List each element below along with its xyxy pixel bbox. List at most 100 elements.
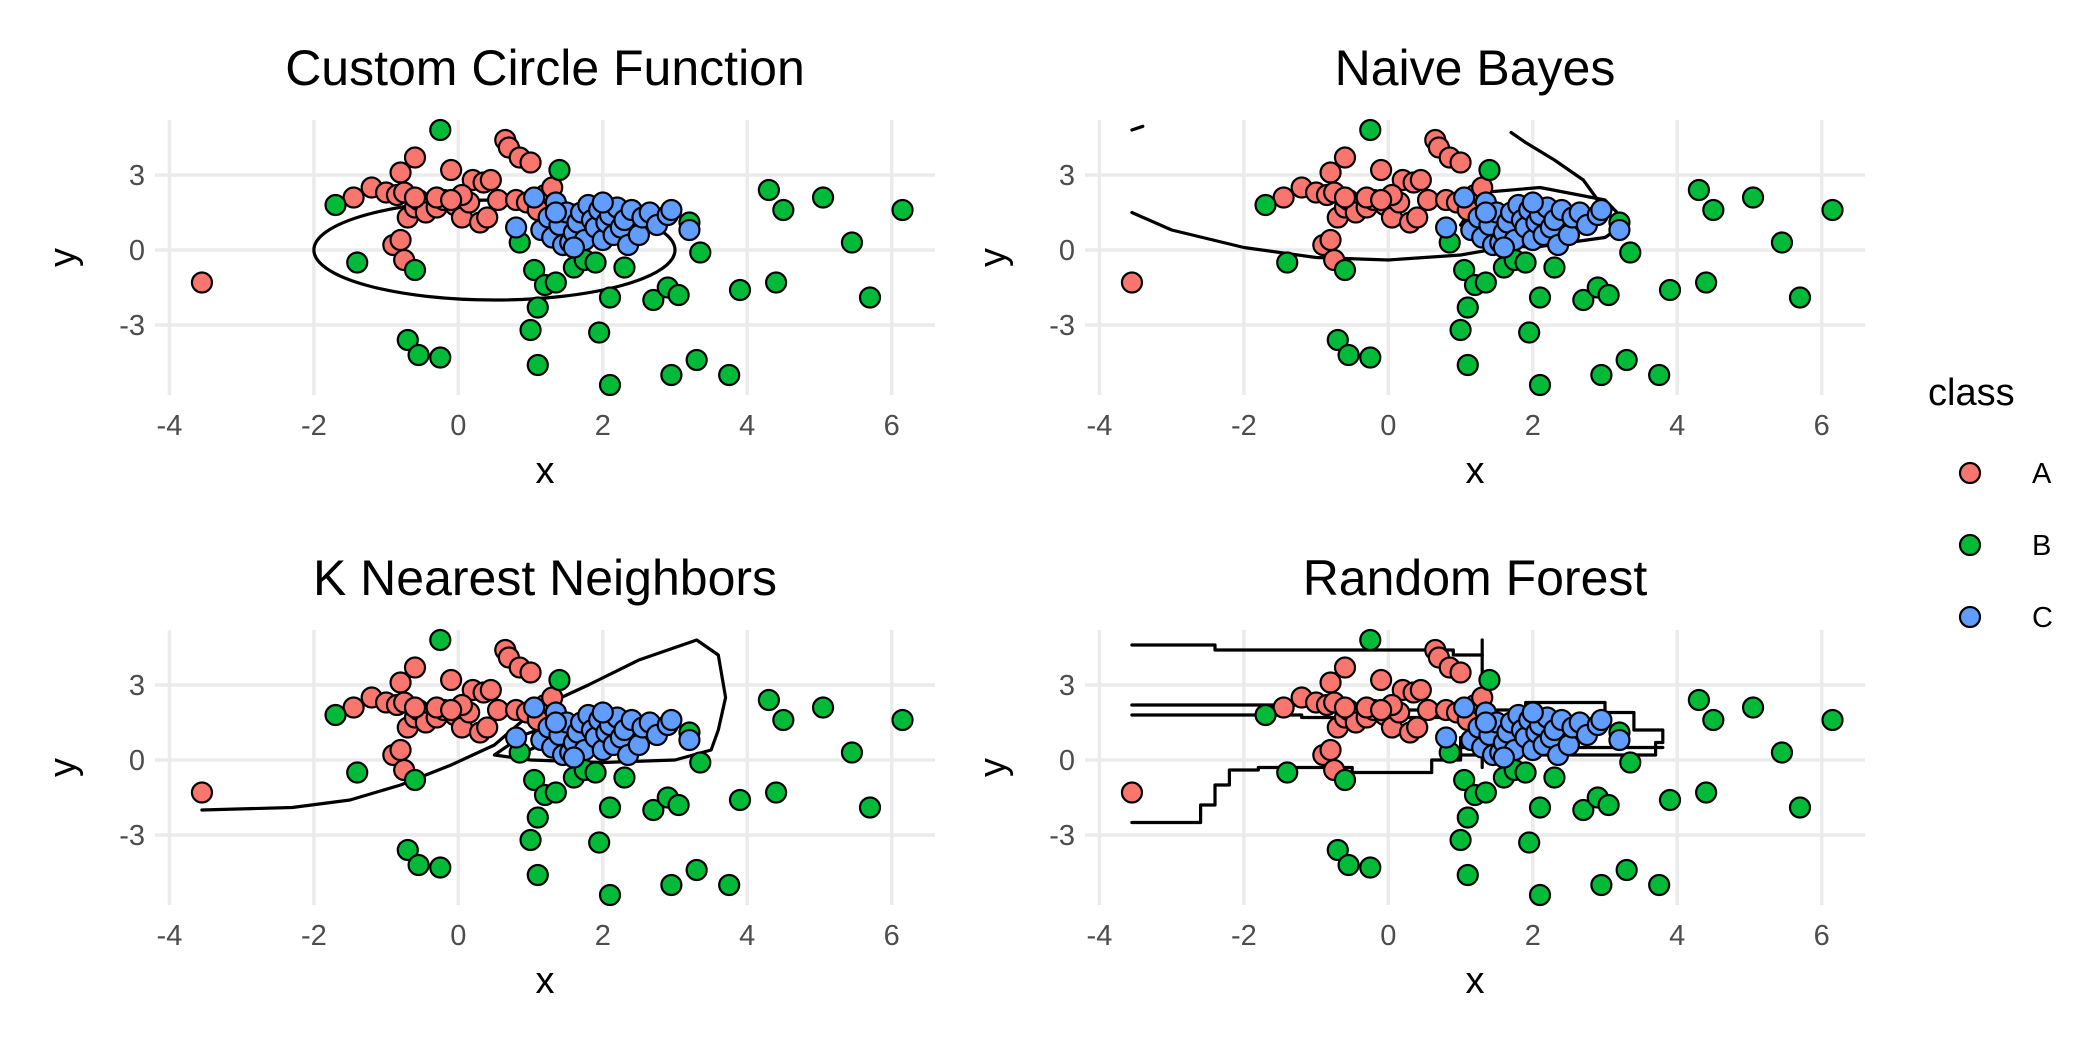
legend-key-b <box>1958 533 1982 557</box>
point-class-a <box>389 738 412 762</box>
point-class-a <box>1409 678 1432 702</box>
decision-boundary <box>1130 643 1484 657</box>
point-class-a <box>1120 271 1144 294</box>
panel-1: -4 -2 0 2 4 6 -3 0 3 x y Custom Circle Function <box>42 40 935 492</box>
point-class-b <box>1741 186 1765 209</box>
point-class-b <box>1456 863 1479 887</box>
point-class-b <box>1514 761 1537 784</box>
point-class-b <box>1687 688 1710 712</box>
point-class-c <box>523 186 546 209</box>
point-class-c <box>1435 216 1458 239</box>
point-class-b <box>728 278 752 302</box>
point-class-a <box>190 781 214 804</box>
point-class-b <box>396 838 419 862</box>
point-class-b <box>858 796 882 819</box>
point-class-b <box>1770 741 1794 764</box>
point-class-b <box>526 296 549 319</box>
x-tick-label: 2 <box>1525 410 1541 442</box>
x-tick-label: 6 <box>1814 410 1830 442</box>
point-class-b <box>1333 258 1357 282</box>
point-class-c <box>660 708 683 732</box>
point-class-c <box>678 728 701 752</box>
point-class-c <box>678 218 701 242</box>
point-class-b <box>613 766 636 789</box>
point-class-b <box>324 193 347 217</box>
x-tick-label: 0 <box>1380 410 1396 442</box>
point-class-c <box>1492 236 1515 259</box>
point-class-b <box>765 781 788 804</box>
point-class-b <box>642 798 665 822</box>
x-tick-label: 6 <box>1814 920 1830 952</box>
point-class-b <box>1254 703 1277 727</box>
point-class-b <box>1821 708 1844 732</box>
point-class-c <box>523 696 546 719</box>
x-tick-label: -2 <box>1231 920 1257 952</box>
point-class-b <box>840 741 864 764</box>
point-class-b <box>757 688 780 712</box>
point-class-a <box>519 151 542 174</box>
point-class-a <box>1449 661 1472 684</box>
point-class-b <box>1572 288 1595 312</box>
y-tick-label: 0 <box>129 745 145 777</box>
point-class-b <box>429 856 452 879</box>
point-class-c <box>544 201 567 224</box>
point-class-b <box>772 708 795 732</box>
y-tick-label: 0 <box>1059 235 1075 267</box>
point-class-b <box>1695 271 1718 294</box>
point-class-c <box>1453 696 1476 719</box>
point-class-b <box>689 241 712 264</box>
point-class-b <box>1528 796 1552 819</box>
point-class-b <box>346 761 369 784</box>
panel-2: -4 -2 0 2 4 6 -3 0 3 x y Naive Bayes <box>972 40 1865 492</box>
point-class-b <box>1478 668 1501 692</box>
point-class-b <box>548 158 571 182</box>
y-tick-label: -3 <box>119 310 145 342</box>
y-axis-title: y <box>972 758 1014 777</box>
x-tick-label: 4 <box>1669 410 1685 442</box>
point-class-b <box>1741 696 1765 719</box>
point-class-a <box>440 668 463 692</box>
point-class-b <box>1619 241 1642 264</box>
point-class-b <box>598 883 622 907</box>
point-class-b <box>1590 363 1613 387</box>
y-tick-label: 3 <box>129 160 145 192</box>
point-class-b <box>1276 251 1299 274</box>
legend-key-c <box>1958 605 1982 629</box>
point-class-a <box>190 271 214 294</box>
point-class-a <box>1449 151 1472 174</box>
x-tick-label: 4 <box>1669 920 1685 952</box>
point-class-b <box>667 283 690 307</box>
point-class-b <box>544 271 567 294</box>
point-class-b <box>1619 751 1642 774</box>
point-class-b <box>519 828 542 852</box>
point-class-b <box>1453 258 1476 282</box>
point-class-a <box>1406 716 1429 739</box>
point-class-b <box>1456 296 1479 319</box>
point-class-b <box>544 781 567 804</box>
point-class-a <box>403 186 427 209</box>
point-class-a <box>519 661 542 684</box>
point-class-b <box>642 288 665 312</box>
point-class-a <box>1406 206 1429 229</box>
point-class-a <box>1120 781 1144 804</box>
point-class-b <box>1702 708 1725 732</box>
point-class-b <box>1337 853 1360 877</box>
point-class-c <box>562 746 585 769</box>
point-class-b <box>1456 806 1479 829</box>
point-class-a <box>476 206 499 229</box>
x-tick-label: -2 <box>301 410 327 442</box>
point-class-a <box>1333 146 1357 169</box>
point-class-b <box>584 761 607 784</box>
x-tick-label: 0 <box>450 920 466 952</box>
point-class-b <box>1254 193 1277 217</box>
point-class-b <box>1333 768 1357 792</box>
y-axis-title: y <box>42 758 84 777</box>
point-class-a <box>1319 228 1342 252</box>
point-class-b <box>1658 788 1682 812</box>
point-class-c <box>1435 726 1458 749</box>
x-tick-label: 0 <box>450 410 466 442</box>
x-tick-label: -2 <box>1231 410 1257 442</box>
point-class-c <box>1474 201 1497 224</box>
point-class-b <box>584 251 607 274</box>
point-class-b <box>429 118 452 142</box>
